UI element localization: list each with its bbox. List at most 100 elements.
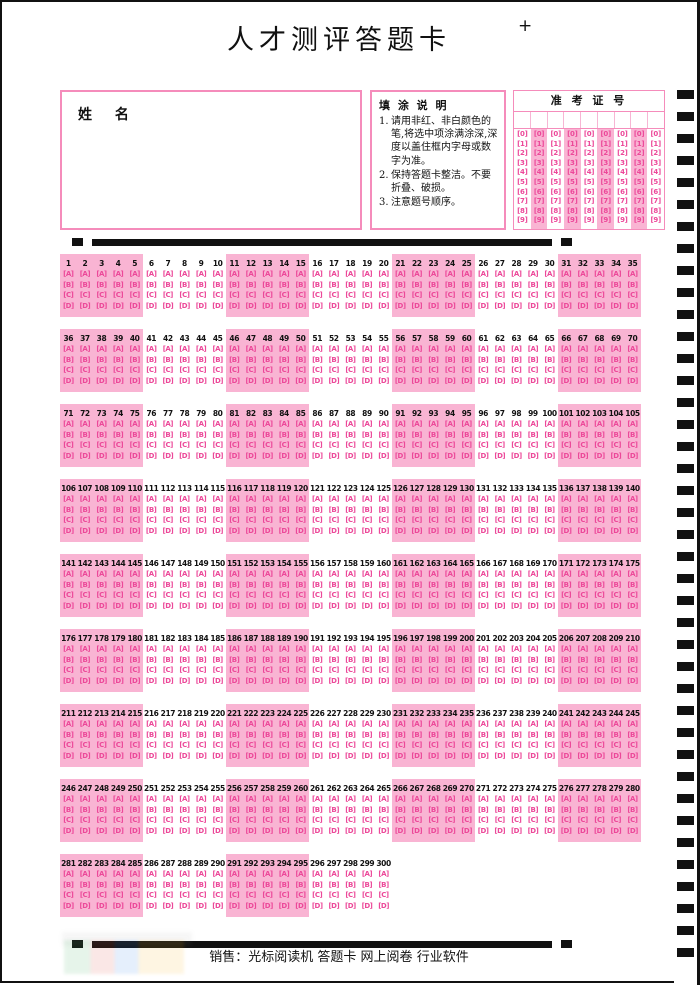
answer-bubble-c[interactable]: [C] — [328, 441, 340, 450]
answer-bubble-a[interactable]: [A] — [112, 270, 124, 278]
exam-number-bubble[interactable]: [2] — [533, 149, 545, 158]
answer-bubble-a[interactable]: [A] — [179, 795, 190, 803]
answer-bubble-b[interactable]: [B] — [511, 505, 522, 514]
exam-number-bubble[interactable]: [7] — [517, 197, 528, 206]
answer-bubble-c[interactable]: [C] — [129, 441, 141, 450]
answer-bubble-c[interactable]: [C] — [444, 741, 456, 750]
answer-bubble-c[interactable]: [C] — [146, 291, 157, 300]
answer-bubble-d[interactable]: [D] — [212, 451, 223, 460]
answer-bubble-a[interactable]: [A] — [461, 495, 472, 503]
exam-number-bubble[interactable]: [3] — [617, 158, 628, 167]
answer-question[interactable]: 283 [A] [B] [C] [D] — [93, 858, 110, 911]
answer-question[interactable]: 152 [A] [B] [C] [D] — [243, 558, 260, 611]
answer-bubble-a[interactable]: [A] — [328, 270, 340, 278]
answer-bubble-d[interactable]: [D] — [179, 526, 190, 535]
answer-bubble-d[interactable]: [D] — [593, 301, 605, 310]
answer-bubble-c[interactable]: [C] — [527, 366, 539, 375]
answer-question[interactable]: 9 [A] [B] [C] [D] — [193, 258, 210, 311]
answer-bubble-c[interactable]: [C] — [577, 516, 589, 525]
answer-bubble-b[interactable]: [B] — [229, 880, 240, 889]
answer-bubble-d[interactable]: [D] — [544, 826, 555, 835]
answer-question[interactable]: 219 [A] [B] [C] [D] — [193, 708, 210, 761]
answer-bubble-c[interactable]: [C] — [577, 441, 589, 450]
answer-question[interactable]: 192 [A] [B] [C] [D] — [326, 633, 343, 686]
answer-question[interactable]: 282 [A] [B] [C] [D] — [77, 858, 94, 911]
answer-bubble-b[interactable]: [B] — [162, 430, 174, 439]
answer-bubble-d[interactable]: [D] — [610, 826, 622, 835]
answer-question[interactable]: 64 [A] [B] [C] [D] — [525, 333, 542, 386]
answer-bubble-d[interactable]: [D] — [361, 526, 373, 535]
answer-bubble-c[interactable]: [C] — [295, 516, 307, 525]
answer-bubble-d[interactable]: [D] — [278, 451, 290, 460]
answer-question[interactable]: 32 [A] [B] [C] [D] — [574, 258, 591, 311]
answer-bubble-c[interactable]: [C] — [361, 291, 373, 300]
answer-bubble-d[interactable]: [D] — [79, 901, 91, 910]
answer-question[interactable]: 51 [A] [B] [C] [D] — [309, 333, 326, 386]
answer-question[interactable]: 22 [A] [B] [C] [D] — [408, 258, 425, 311]
answer-bubble-b[interactable]: [B] — [494, 280, 506, 289]
answer-bubble-b[interactable]: [B] — [560, 730, 572, 739]
answer-bubble-c[interactable]: [C] — [345, 741, 356, 750]
answer-bubble-c[interactable]: [C] — [79, 591, 91, 600]
answer-bubble-b[interactable]: [B] — [262, 355, 273, 364]
answer-bubble-c[interactable]: [C] — [511, 816, 522, 825]
exam-number-bubble[interactable]: [5] — [583, 177, 595, 186]
answer-bubble-c[interactable]: [C] — [262, 816, 273, 825]
answer-bubble-b[interactable]: [B] — [560, 430, 572, 439]
answer-bubble-c[interactable]: [C] — [196, 666, 207, 675]
answer-bubble-d[interactable]: [D] — [212, 301, 223, 310]
answer-bubble-a[interactable]: [A] — [278, 720, 290, 728]
answer-bubble-b[interactable]: [B] — [112, 580, 124, 589]
answer-bubble-c[interactable]: [C] — [179, 591, 190, 600]
answer-question[interactable]: 96 [A] [B] [C] [D] — [475, 408, 492, 461]
answer-bubble-a[interactable]: [A] — [560, 645, 572, 653]
answer-bubble-d[interactable]: [D] — [378, 901, 389, 910]
answer-bubble-c[interactable]: [C] — [262, 591, 273, 600]
answer-bubble-b[interactable]: [B] — [627, 280, 638, 289]
answer-bubble-d[interactable]: [D] — [311, 301, 323, 310]
answer-bubble-d[interactable]: [D] — [262, 901, 273, 910]
answer-bubble-a[interactable]: [A] — [129, 870, 141, 878]
answer-bubble-b[interactable]: [B] — [146, 505, 157, 514]
answer-question[interactable]: 273 [A] [B] [C] [D] — [508, 783, 525, 836]
answer-bubble-d[interactable]: [D] — [394, 676, 406, 685]
answer-question[interactable]: 97 [A] [B] [C] [D] — [491, 408, 508, 461]
exam-number-bubble[interactable]: [0] — [550, 130, 561, 138]
answer-bubble-a[interactable]: [A] — [245, 420, 257, 428]
exam-number-bubble[interactable]: [5] — [517, 177, 528, 186]
exam-number-bubble[interactable]: [4] — [517, 168, 528, 177]
answer-bubble-a[interactable]: [A] — [428, 345, 439, 353]
answer-bubble-c[interactable]: [C] — [179, 366, 190, 375]
answer-bubble-d[interactable]: [D] — [212, 601, 223, 610]
answer-bubble-d[interactable]: [D] — [295, 826, 306, 835]
answer-bubble-d[interactable]: [D] — [228, 901, 240, 910]
answer-bubble-b[interactable]: [B] — [328, 505, 340, 514]
exam-number-bubble[interactable]: [8] — [517, 206, 528, 215]
answer-bubble-c[interactable]: [C] — [79, 741, 91, 750]
answer-bubble-b[interactable]: [B] — [179, 280, 190, 289]
answer-bubble-c[interactable]: [C] — [262, 516, 273, 525]
answer-bubble-b[interactable]: [B] — [295, 430, 306, 439]
answer-bubble-d[interactable]: [D] — [378, 676, 389, 685]
answer-bubble-b[interactable]: [B] — [129, 580, 141, 589]
answer-bubble-a[interactable]: [A] — [312, 270, 323, 278]
answer-bubble-b[interactable]: [B] — [96, 505, 107, 514]
answer-bubble-a[interactable]: [A] — [511, 570, 522, 578]
exam-number-bubble[interactable]: [8] — [650, 206, 662, 215]
answer-bubble-d[interactable]: [D] — [129, 901, 141, 910]
answer-bubble-b[interactable]: [B] — [112, 430, 124, 439]
answer-bubble-b[interactable]: [B] — [195, 805, 207, 814]
answer-bubble-c[interactable]: [C] — [610, 516, 622, 525]
answer-bubble-c[interactable]: [C] — [295, 891, 307, 900]
answer-bubble-c[interactable]: [C] — [428, 291, 439, 300]
answer-question[interactable]: 290 [A] [B] [C] [D] — [209, 858, 226, 911]
answer-bubble-b[interactable]: [B] — [262, 430, 273, 439]
answer-bubble-d[interactable]: [D] — [444, 601, 456, 610]
exam-number-bubble[interactable]: [1] — [617, 139, 628, 148]
answer-question[interactable]: 82 [A] [B] [C] [D] — [243, 408, 260, 461]
answer-question[interactable]: 47 [A] [B] [C] [D] — [243, 333, 260, 386]
answer-question[interactable]: 59 [A] [B] [C] [D] — [442, 333, 459, 386]
answer-bubble-b[interactable]: [B] — [494, 655, 506, 664]
answer-bubble-c[interactable]: [C] — [96, 591, 107, 600]
answer-question[interactable]: 182 [A] [B] [C] [D] — [160, 633, 177, 686]
